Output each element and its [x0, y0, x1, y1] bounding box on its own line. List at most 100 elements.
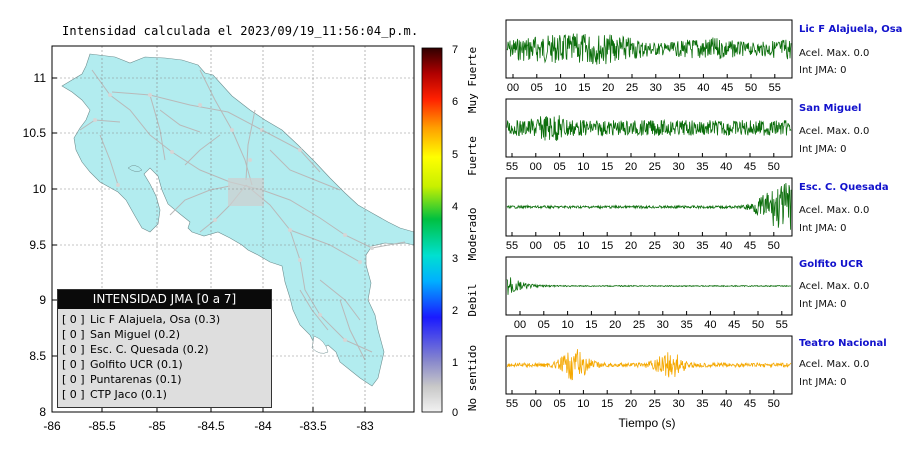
station-int: Int JMA: 0: [799, 65, 847, 76]
seismogram-tick-label: 45: [728, 319, 740, 331]
seismogram-tick-label: 00: [530, 398, 542, 410]
seismogram-tick-label: 50: [752, 319, 764, 331]
station-accel: Acel. Max. 0.0: [799, 48, 870, 59]
seismogram-tick-label: 05: [553, 398, 565, 410]
seismogram-tick-label: 25: [649, 161, 661, 173]
seismogram-tick-label: 25: [649, 398, 661, 410]
x-tick-label: -83.5: [299, 419, 327, 433]
station-name: Lic F Alajuela, Osa: [799, 24, 903, 35]
station-name: Esc. C. Quesada: [799, 182, 889, 193]
seismogram-tick-label: 50: [768, 240, 780, 252]
colorbar-tick: 2: [452, 305, 458, 317]
seismogram-tick-label: 55: [506, 161, 518, 173]
seismogram-tick-label: 25: [626, 82, 638, 94]
seismogram-tick-label: 20: [602, 82, 614, 94]
costa-rica-land: [61, 53, 414, 387]
seismogram-tick-label: 25: [649, 240, 661, 252]
x-tick-label: -85.5: [88, 419, 116, 433]
station-accel: Acel. Max. 0.0: [799, 205, 870, 216]
seismogram-trace: [506, 277, 792, 295]
y-tick-label: 11: [34, 71, 47, 85]
y-tick-label: 8: [39, 405, 46, 419]
seismogram-tick-label: 45: [744, 398, 756, 410]
seismogram-tick-label: 55: [769, 82, 781, 94]
legend-item: [ 0 ] Esc. C. Quesada (0.2): [62, 342, 271, 357]
colorbar-band-label: Debil: [466, 283, 479, 316]
seismogram-tick-label: 10: [577, 161, 589, 173]
legend-item-level: [ 0 ]: [62, 388, 85, 401]
seismogram-tick-label: 15: [601, 161, 613, 173]
legend-item-level: [ 0 ]: [62, 328, 85, 341]
seismogram-tick-label: 35: [696, 398, 708, 410]
seismogram-tick-label: 30: [672, 161, 684, 173]
seismogram-tick-label: 15: [601, 398, 613, 410]
legend-item: [ 0 ] Puntarenas (0.1): [62, 372, 271, 387]
colorbar-tick: 1: [452, 357, 458, 369]
legend-item-label: CTP Jaco (0.1): [90, 388, 167, 401]
seismogram-tick-label: 05: [553, 240, 565, 252]
y-tick-label: 10.5: [23, 126, 47, 140]
seismogram-tick-label: 55: [506, 398, 518, 410]
colorbar-tick: 3: [452, 253, 458, 265]
seismogram-tick-label: 45: [744, 240, 756, 252]
seismogram-trace: [506, 115, 792, 142]
seismogram-tick-label: 10: [554, 82, 566, 94]
seismogram-trace: [506, 33, 792, 65]
legend-item-level: [ 0 ]: [62, 343, 85, 356]
station-int: Int JMA: 0: [799, 223, 847, 234]
seismogram-tick-label: 20: [625, 161, 637, 173]
legend-header: INTENSIDAD JMA [0 a 7]: [58, 290, 271, 309]
x-tick-label: -84.5: [197, 419, 225, 433]
seismogram-tick-label: 20: [625, 398, 637, 410]
legend-item-label: Esc. C. Quesada (0.2): [90, 343, 209, 356]
seismogram-tick-label: 50: [745, 82, 757, 94]
y-tick-label: 10: [33, 182, 47, 196]
legend-item: [ 0 ] CTP Jaco (0.1): [62, 387, 271, 402]
legend-item-level: [ 0 ]: [62, 313, 85, 326]
seismogram-tick-label: 45: [744, 161, 756, 173]
seismogram-tick-label: 10: [577, 240, 589, 252]
seismogram-tick-label: 15: [585, 319, 597, 331]
intensity-colorbar: [421, 47, 443, 413]
legend-item: [ 0 ] Lic F Alajuela, Osa (0.3): [62, 312, 271, 327]
station-accel: Acel. Max. 0.0: [799, 359, 870, 370]
seismogram-tick-label: 10: [561, 319, 573, 331]
seismogram-tick-label: 40: [697, 82, 709, 94]
seismogram-tick-label: 40: [720, 398, 732, 410]
seismogram-tick-label: 15: [578, 82, 590, 94]
seismogram-tick-label: 05: [553, 161, 565, 173]
map-frame: [51, 45, 415, 413]
colorbar-band-label: Muy Fuerte: [466, 47, 479, 113]
seismogram-tick-label: 35: [673, 82, 685, 94]
station-name: San Miguel: [799, 103, 862, 114]
map-title: Intensidad calculada el 2023/09/19_11:56…: [62, 24, 419, 38]
x-tick-label: -86: [43, 419, 61, 433]
settlements: [93, 93, 374, 342]
legend-item-label: Puntarenas (0.1): [90, 373, 182, 386]
station-int: Int JMA: 0: [799, 299, 847, 310]
x-tick-label: -85: [148, 419, 166, 433]
legend-item: [ 0 ] Golfito UCR (0.1): [62, 357, 271, 372]
colorbar-band-label: Moderado: [466, 208, 479, 261]
seismogram-xlabel: Tiempo (s): [619, 416, 676, 430]
legend-item-level: [ 0 ]: [62, 358, 85, 371]
seismogram-tick-label: 10: [577, 398, 589, 410]
seismogram-tick-label: 50: [768, 161, 780, 173]
seismogram-tick-label: 35: [696, 161, 708, 173]
seismogram-trace: [506, 349, 792, 381]
y-tick-label: 8.5: [29, 349, 46, 363]
colorbar-tick: 6: [452, 96, 458, 108]
colorbar-band-label: No sentido: [466, 345, 479, 411]
seismogram-tick-label: 15: [601, 240, 613, 252]
seismogram-trace: [506, 182, 792, 230]
station-name: Golfito UCR: [799, 259, 864, 270]
x-tick-label: -83: [356, 419, 374, 433]
seismogram-tick-label: 35: [696, 240, 708, 252]
legend-item: [ 0 ] San Miguel (0.2): [62, 327, 271, 342]
intensity-legend: INTENSIDAD JMA [0 a 7] [ 0 ] Lic F Alajue…: [57, 289, 272, 408]
seismogram-tick-label: 00: [530, 161, 542, 173]
x-tick-label: -84: [254, 419, 272, 433]
seismogram-tick-label: 55: [776, 319, 788, 331]
